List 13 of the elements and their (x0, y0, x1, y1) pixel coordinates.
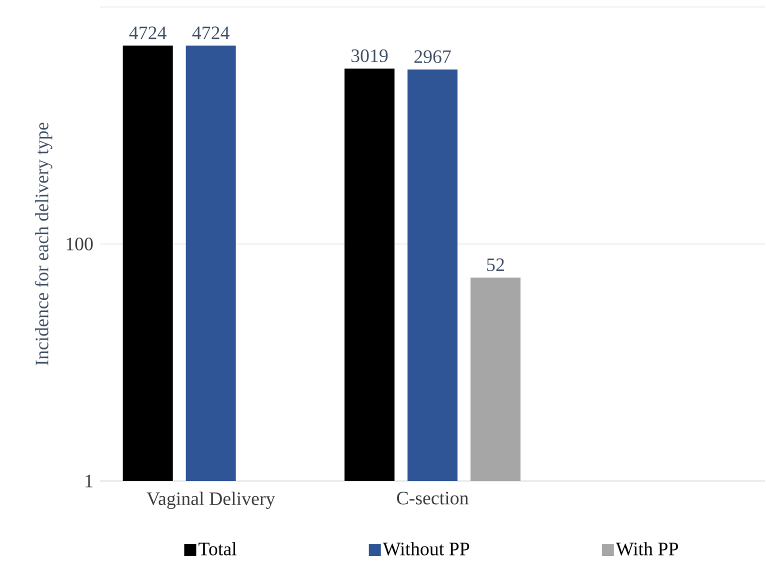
data-label: 2967 (414, 50, 451, 64)
legend-label: With PP (616, 542, 678, 556)
data-label: 4724 (192, 26, 230, 40)
data-label: 3019 (351, 49, 388, 62)
x-tick-label: Vaginal Delivery (146, 492, 276, 509)
y-tick-label: 100 (66, 238, 93, 250)
x-tick-label: C-section (397, 492, 468, 504)
y-tick-label: 1 (86, 474, 92, 488)
y-axis-title: Incidence for each delivery type (34, 122, 52, 366)
data-label: 4724 (129, 26, 166, 40)
data-label: 52 (487, 258, 504, 272)
legend-label: Total (198, 542, 236, 556)
legend-label: Without PP (382, 542, 470, 556)
